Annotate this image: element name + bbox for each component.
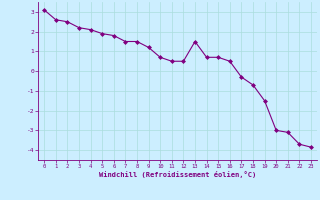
X-axis label: Windchill (Refroidissement éolien,°C): Windchill (Refroidissement éolien,°C): [99, 171, 256, 178]
